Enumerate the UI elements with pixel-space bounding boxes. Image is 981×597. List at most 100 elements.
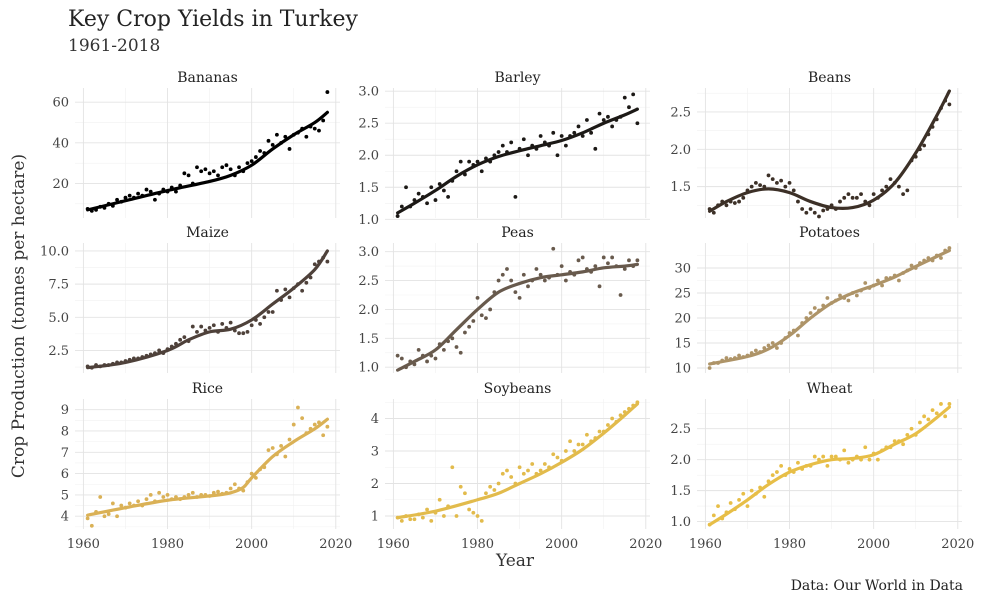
data-point: [791, 328, 796, 333]
data-point: [308, 426, 313, 431]
data-point: [555, 153, 560, 158]
data-point: [732, 507, 737, 512]
data-point: [157, 191, 162, 196]
data-point: [808, 311, 813, 315]
y-tick-label: 1.0: [358, 213, 379, 228]
data-point: [888, 276, 893, 280]
data-point: [304, 134, 309, 139]
data-point: [131, 356, 136, 361]
y-tick-label: 1.5: [358, 181, 379, 196]
trend-line-wheat: [708, 405, 951, 527]
data-point: [182, 495, 187, 499]
trend-line-rice: [86, 417, 329, 517]
data-point: [585, 118, 589, 122]
data-point: [454, 345, 459, 349]
data-point: [871, 283, 876, 288]
data-point: [165, 493, 170, 497]
panel-rice: Rice 4 5 6 7 8 9 1960 1980 2000 2020: [61, 381, 353, 552]
data-point: [484, 491, 488, 496]
data-point: [115, 514, 119, 519]
data-point: [732, 356, 737, 360]
data-point: [817, 214, 821, 219]
data-point: [237, 331, 241, 336]
data-point: [399, 518, 404, 523]
data-point: [901, 192, 906, 196]
data-point: [614, 264, 619, 269]
y-tick-label: 20: [52, 177, 69, 192]
data-point: [207, 325, 212, 330]
data-point: [291, 422, 296, 427]
data-point: [441, 188, 446, 193]
data-point: [711, 361, 716, 365]
data-point: [737, 199, 741, 204]
data-point: [446, 504, 450, 509]
data-point: [203, 167, 208, 172]
data-point: [245, 329, 250, 334]
data-point: [922, 143, 927, 148]
data-point: [728, 357, 733, 361]
data-point: [766, 343, 771, 348]
data-point: [279, 443, 284, 448]
data-point: [169, 497, 174, 502]
data-point: [287, 437, 292, 442]
data-point: [568, 134, 572, 138]
data-point: [542, 462, 547, 466]
data-point: [905, 188, 910, 193]
data-point: [635, 258, 640, 263]
data-point: [492, 290, 497, 295]
data-point: [467, 159, 472, 164]
data-point: [817, 308, 821, 313]
data-point: [804, 463, 809, 468]
data-point: [266, 138, 271, 143]
data-point: [169, 344, 174, 349]
data-point: [568, 439, 572, 444]
panel-soybeans: Soybeans 1 2 3 4 1960 1980 2000 2020: [371, 381, 663, 552]
data-point: [842, 195, 847, 200]
data-point: [741, 491, 746, 496]
data-point: [758, 183, 762, 188]
data-point: [728, 501, 733, 505]
data-point: [408, 204, 413, 209]
data-point: [123, 359, 128, 363]
x-tick-label: 2020: [941, 537, 974, 552]
data-point: [930, 124, 935, 129]
y-tick-label: 1.5: [358, 332, 379, 347]
data-point: [884, 276, 889, 280]
data-point: [897, 278, 901, 283]
data-point: [291, 286, 296, 291]
data-point: [812, 210, 817, 215]
data-point: [711, 513, 716, 518]
data-point: [812, 306, 817, 310]
facet-label-potatoes: Potatoes: [799, 225, 860, 241]
data-point: [416, 512, 421, 517]
data-point: [161, 495, 166, 499]
data-point: [153, 351, 157, 356]
data-point: [796, 460, 800, 465]
data-point: [174, 341, 178, 346]
data-point: [842, 296, 847, 300]
data-point: [425, 359, 429, 364]
data-point: [308, 275, 313, 280]
data-point: [922, 258, 927, 263]
data-point: [859, 457, 863, 462]
data-point: [800, 467, 805, 471]
data-point: [89, 523, 94, 528]
data-point: [220, 165, 225, 170]
data-point: [741, 195, 746, 200]
y-tick-label: 1.5: [670, 180, 691, 195]
data-point: [249, 159, 254, 164]
data-point: [534, 267, 539, 271]
data-point: [563, 449, 568, 453]
data-point: [211, 169, 216, 174]
data-point: [404, 185, 408, 190]
data-point: [312, 126, 317, 131]
data-point: [850, 457, 855, 462]
data-point: [144, 353, 149, 358]
data-point: [707, 366, 712, 370]
facet-label-beans: Beans: [808, 70, 851, 86]
data-point: [471, 319, 476, 323]
data-point: [275, 288, 279, 293]
data-point: [610, 255, 615, 260]
data-point: [741, 355, 746, 359]
data-point: [943, 248, 948, 253]
